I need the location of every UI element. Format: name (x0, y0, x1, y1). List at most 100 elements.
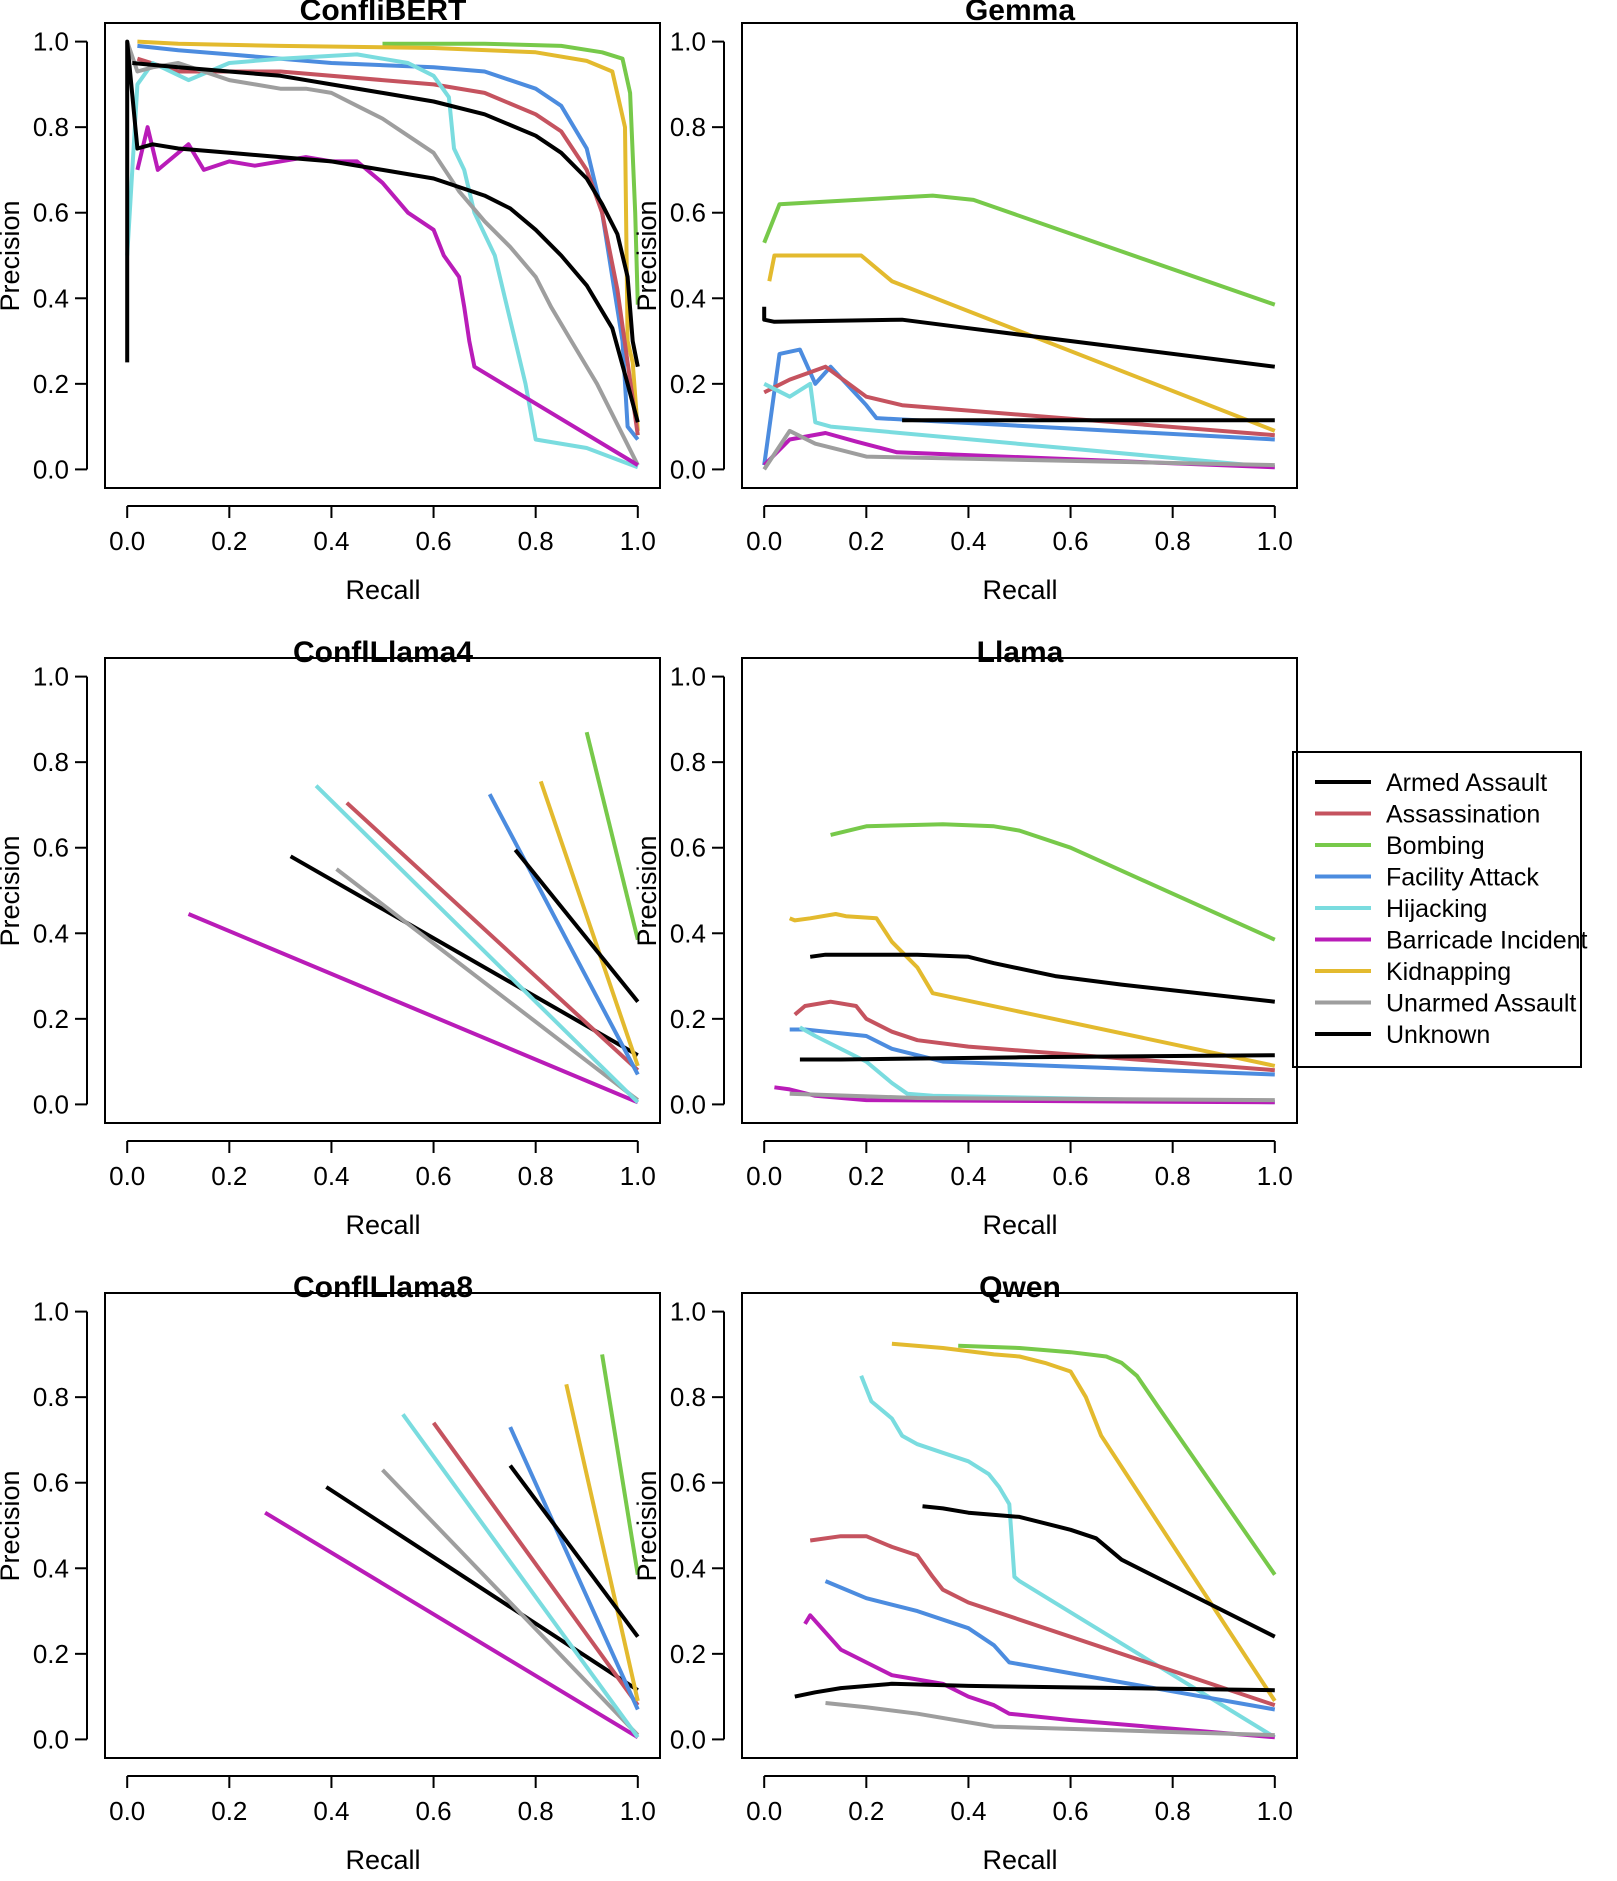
series-line-armed (289, 854, 639, 1057)
series-line-bombing (958, 1343, 1277, 1576)
x-tick-label: 0.0 (109, 526, 145, 556)
series-line-facility (487, 793, 640, 1076)
y-tick-label: 0.6 (670, 1468, 706, 1498)
series-line-unknown (794, 1681, 1275, 1699)
y-tick-label: 1.0 (670, 27, 706, 57)
y-tick-label: 0.6 (33, 198, 69, 228)
x-tick-label: 1.0 (620, 526, 656, 556)
y-axis-label: Precision (632, 1470, 662, 1581)
y-tick-label: 0.2 (670, 1004, 706, 1034)
series-line-bombing (584, 731, 640, 941)
legend-item: Bombing (1315, 832, 1485, 860)
plot-frame (104, 22, 661, 489)
legend-label: Kidnapping (1386, 958, 1511, 986)
series-layer (774, 822, 1276, 1105)
legend-item: Facility Attack (1315, 864, 1539, 892)
y-tick-label: 0.8 (670, 112, 706, 142)
y-tick-label: 0.0 (670, 454, 706, 484)
y-axis-label: Precision (632, 200, 662, 311)
legend-item: Assassination (1315, 801, 1540, 829)
y-tick-label: 0.0 (33, 1089, 69, 1119)
y-tick-label: 0.8 (33, 112, 69, 142)
y-tick-label: 0.6 (670, 833, 706, 863)
panel-conflibert: ConfliBERT 0.0 0.2 0.4 0.6 0.8 1.00.00.20.40.… (0, 0, 661, 605)
x-tick-label: 0.2 (211, 1161, 247, 1191)
legend-item: Hijacking (1315, 895, 1487, 923)
series-line-barricade (264, 1510, 639, 1740)
x-tick-label: 1.0 (1257, 1796, 1293, 1826)
x-tick-label: 0.6 (415, 526, 451, 556)
y-tick-label: 0.6 (33, 833, 69, 863)
series-line-hijacking (763, 381, 1275, 470)
series-line-kidnapping (891, 1341, 1277, 1702)
plot-frame (104, 657, 661, 1124)
y-tick-label: 1.0 (33, 1297, 69, 1327)
axes-layer: 0.0 0.2 0.4 0.6 0.8 1.0 0.0 0.2 0.4 0.6 0.8 1.0 (670, 27, 1293, 556)
series-line-bombing (762, 193, 1276, 307)
panel-llama: Llama 0.0 0.2 0.4 0.6 0.8 1.0 0.0 0.2 0.4 0.6 0.8 1… (632, 636, 1298, 1240)
x-tick-label: 0.6 (415, 1161, 451, 1191)
x-tick-label: 0.6 (1052, 1161, 1088, 1191)
series-line-unknown (513, 848, 640, 1003)
legend-label: Barricade Incident (1386, 927, 1588, 955)
x-tick-label: 0.0 (109, 1161, 145, 1191)
x-tick-label: 1.0 (620, 1796, 656, 1826)
series-line-unarmed (381, 1468, 640, 1737)
panel-title: ConflLlama8 (293, 1271, 473, 1304)
legend-item: Armed Assault (1315, 769, 1547, 797)
x-tick-label: 0.4 (950, 1161, 986, 1191)
y-tick-label: 0.2 (33, 1639, 69, 1669)
series-line-barricade (187, 912, 639, 1105)
legend-label: Bombing (1386, 832, 1485, 860)
x-tick-label: 0.0 (746, 1796, 782, 1826)
plot-frame (104, 1292, 661, 1759)
series-line-kidnapping (137, 39, 640, 432)
x-tick-label: 0.8 (1155, 1796, 1191, 1826)
series-line-facility (508, 1426, 640, 1711)
series-line-assassination (136, 56, 640, 436)
x-tick-label: 0.4 (313, 1796, 349, 1826)
legend-label: Unknown (1386, 1021, 1490, 1049)
y-tick-label: 1.0 (670, 662, 706, 692)
series-line-armed (762, 306, 1276, 369)
series-line-kidnapping (767, 253, 1276, 433)
series-line-unarmed (789, 1091, 1275, 1103)
legend-label: Assassination (1386, 801, 1540, 829)
series-line-bombing (830, 822, 1276, 942)
series-line-unknown (125, 39, 640, 423)
panel-confllama8: ConflLlama8 0.0 0.2 0.4 0.6 0.8 1.00.00.20.40… (0, 1271, 661, 1875)
x-tick-label: 0.6 (415, 1796, 451, 1826)
y-tick-label: 0.6 (33, 1468, 69, 1498)
x-tick-label: 0.4 (950, 526, 986, 556)
series-line-facility (762, 347, 1275, 466)
x-tick-label: 1.0 (620, 1161, 656, 1191)
series-line-facility (137, 43, 640, 441)
y-tick-label: 0.0 (670, 1089, 706, 1119)
legend-items: Armed Assault Assassination Bombing Facilit… (1315, 769, 1588, 1049)
series-line-hijacking (401, 1413, 640, 1739)
y-tick-label: 0.2 (670, 1639, 706, 1669)
series-line-assassination (793, 999, 1275, 1073)
series-line-barricade (135, 125, 639, 467)
series-line-armed (325, 1485, 639, 1692)
axes-layer: 0.0 0.2 0.4 0.6 0.8 1.0 0.0 0.2 0.4 0.6 0.8 1.0 (33, 662, 656, 1191)
panel-gemma: Gemma 0.0 0.2 0.4 0.6 0.8 1.00.00.20.40.60.81… (632, 0, 1298, 605)
y-tick-label: 0.8 (33, 747, 69, 777)
series-line-bombing (600, 1354, 640, 1576)
y-tick-label: 0.6 (670, 198, 706, 228)
y-tick-label: 0.4 (33, 918, 69, 948)
series-layer (264, 1354, 640, 1740)
legend-item: Kidnapping (1315, 958, 1511, 986)
x-axis-label: Recall (345, 1210, 420, 1240)
x-tick-label: 0.2 (211, 1796, 247, 1826)
series-line-assassination (345, 801, 640, 1072)
series-line-unarmed (762, 428, 1275, 471)
series-line-armed (809, 952, 1276, 1004)
series-layer (762, 193, 1276, 471)
y-axis-label: Precision (0, 1470, 25, 1581)
x-axis-label: Recall (982, 575, 1057, 605)
y-tick-label: 0.8 (670, 747, 706, 777)
series-line-armed (922, 1504, 1276, 1639)
x-tick-label: 0.2 (211, 526, 247, 556)
plot-frame (741, 22, 1298, 489)
